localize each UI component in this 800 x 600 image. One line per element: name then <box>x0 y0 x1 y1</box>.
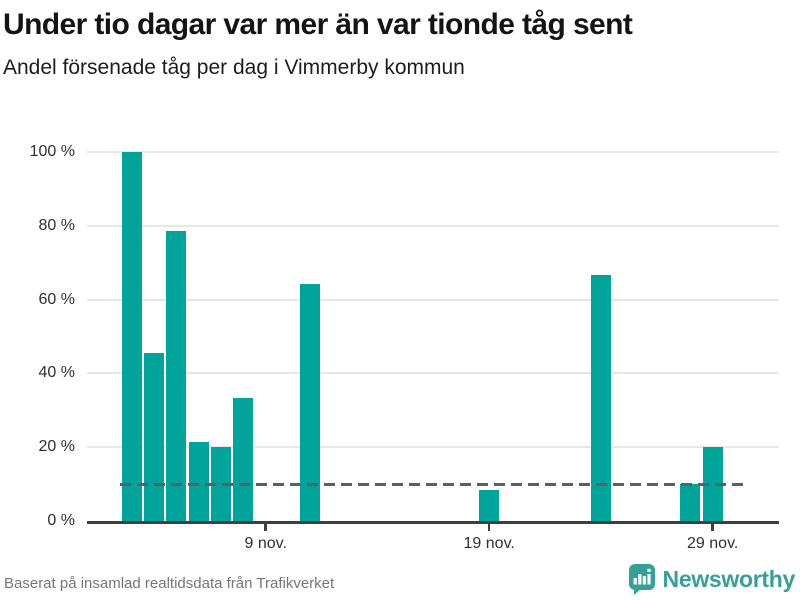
x-axis-tick-mark <box>487 523 491 531</box>
source-note: Baserat på insamlad realtidsdata från Tr… <box>4 575 335 592</box>
x-axis-tick-label: 19 nov. <box>463 535 515 552</box>
x-axis-tick-mark <box>711 523 714 531</box>
chart-subtitle: Andel försenade tåg per dag i Vimmerby k… <box>3 56 465 79</box>
bar <box>143 353 164 521</box>
gridline <box>87 298 779 301</box>
bar <box>680 484 701 521</box>
bar <box>233 398 254 521</box>
reference-line <box>120 482 747 486</box>
x-axis-tick-label: 9 nov. <box>244 535 287 552</box>
newsworthy-logo-icon <box>628 563 655 595</box>
bar <box>121 152 142 521</box>
chart-title: Under tio dagar var mer än var tionde tå… <box>3 8 633 41</box>
gridline <box>87 224 779 227</box>
bar <box>188 442 209 521</box>
bar <box>300 283 321 521</box>
y-axis-tick-label: 0 % <box>47 512 75 529</box>
gridline <box>87 151 779 153</box>
bar <box>479 490 500 521</box>
y-axis-tick-label: 100 % <box>29 143 75 160</box>
y-axis-tick-label: 20 % <box>38 438 75 456</box>
y-axis-tick-label: 40 % <box>38 364 75 382</box>
gridline <box>87 372 779 375</box>
bar <box>590 274 611 521</box>
newsworthy-logo: Newsworthy <box>628 562 796 596</box>
gridline <box>87 446 779 449</box>
x-axis-line <box>87 520 779 524</box>
x-axis-tick-label: 29 nov. <box>687 535 739 552</box>
y-axis-tick-label: 60 % <box>38 290 75 308</box>
y-axis-tick-label: 80 % <box>38 216 75 234</box>
bar <box>166 230 187 521</box>
x-axis-tick-mark <box>264 523 267 531</box>
newsworthy-logo-text: Newsworthy <box>662 565 796 592</box>
